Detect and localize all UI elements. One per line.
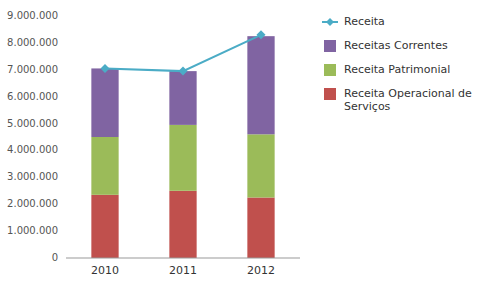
legend-label-line: Receita <box>344 15 385 28</box>
y-tick-label: 3.000.000 <box>7 171 58 182</box>
legend-label: Receita Patrimonial <box>344 63 450 76</box>
x-axis-line <box>66 258 300 259</box>
y-axis: 0 1.000.000 2.000.000 3.000.000 4.000.000 5.0… <box>7 10 58 263</box>
line-marker <box>101 64 110 73</box>
bar <box>247 36 274 134</box>
legend-swatch <box>324 40 336 52</box>
legend: Receita Receitas Correntes Receita Patrimo… <box>322 15 472 113</box>
line-marker <box>179 67 188 76</box>
bar <box>169 71 196 125</box>
legend-label: Receita Operacional deServiços <box>344 87 472 113</box>
y-tick-label: 9.000.000 <box>7 10 58 21</box>
y-tick-label: 7.000.000 <box>7 64 58 75</box>
x-axis: 2010 2011 2012 <box>66 258 300 277</box>
legend-swatch <box>324 88 336 100</box>
bar <box>91 68 118 137</box>
y-tick-label: 2.000.000 <box>7 198 58 209</box>
legend-label-line: Receitas Correntes <box>344 39 448 52</box>
legend-label: Receita <box>344 15 385 28</box>
legend-swatch <box>326 18 334 26</box>
x-tick-label: 2010 <box>91 264 119 277</box>
bar <box>91 195 118 258</box>
y-tick-label: 4.000.000 <box>7 144 58 155</box>
y-tick-label: 0 <box>52 252 58 263</box>
y-tick-label: 8.000.000 <box>7 37 58 48</box>
x-tick-label: 2012 <box>247 264 275 277</box>
bar <box>169 191 196 258</box>
legend-label-line: Receita Patrimonial <box>344 63 450 76</box>
x-tick-label: 2011 <box>169 264 197 277</box>
bar <box>247 198 274 259</box>
plot-area <box>91 30 274 258</box>
line-marker <box>257 30 266 39</box>
legend-label-line: Receita Operacional de <box>344 87 472 100</box>
chart: 0 1.000.000 2.000.000 3.000.000 4.000.000 5.0… <box>0 0 480 288</box>
legend-label: Receitas Correntes <box>344 39 448 52</box>
legend-label-line: Serviços <box>344 100 391 113</box>
bar <box>91 137 118 195</box>
y-tick-label: 5.000.000 <box>7 118 58 129</box>
y-tick-label: 6.000.000 <box>7 91 58 102</box>
legend-swatch <box>324 64 336 76</box>
bar <box>169 125 196 191</box>
y-tick-label: 1.000.000 <box>7 225 58 236</box>
line <box>105 35 261 71</box>
bar <box>247 134 274 197</box>
